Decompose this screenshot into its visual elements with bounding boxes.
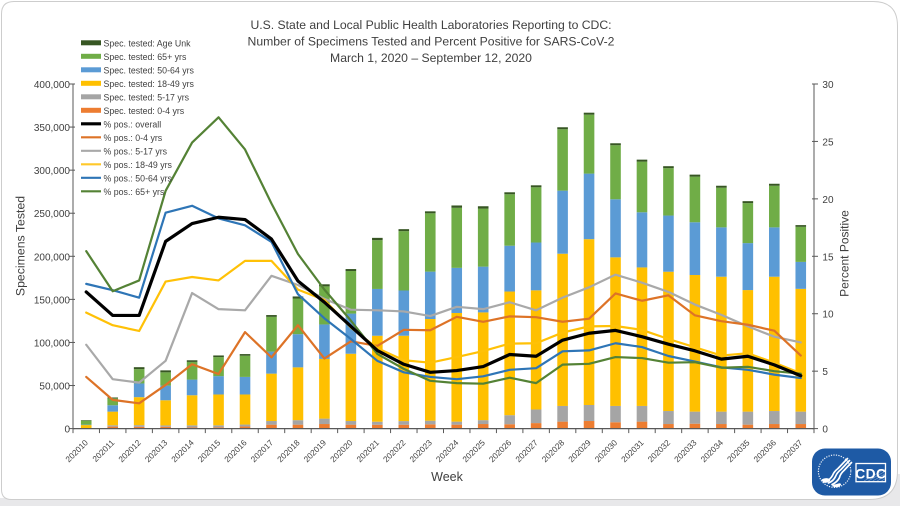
svg-text:300,000: 300,000	[34, 166, 71, 177]
svg-text:10: 10	[822, 310, 834, 321]
svg-text:Spec. tested: 0-4 yrs: Spec. tested: 0-4 yrs	[104, 106, 185, 116]
svg-text:Spec. tested: 5-17 yrs: Spec. tested: 5-17 yrs	[104, 92, 190, 102]
svg-text:150,000: 150,000	[34, 295, 71, 306]
svg-text:5: 5	[822, 367, 828, 378]
svg-text:U.S. State and Local Public He: U.S. State and Local Public Health Labor…	[250, 18, 611, 32]
svg-text:% pos.: 0-4 yrs: % pos.: 0-4 yrs	[104, 133, 163, 143]
svg-text:% pos.: 18-49 yrs: % pos.: 18-49 yrs	[104, 160, 173, 170]
svg-text:Spec. tested: 50-64 yrs: Spec. tested: 50-64 yrs	[104, 65, 195, 75]
svg-text:March 1, 2020 – September 12,: March 1, 2020 – September 12, 2020	[330, 51, 532, 65]
svg-text:CDC: CDC	[855, 466, 886, 481]
svg-text:% pos.: 5-17 yrs: % pos.: 5-17 yrs	[104, 146, 168, 156]
svg-text:350,000: 350,000	[34, 123, 71, 134]
svg-text:0: 0	[64, 425, 70, 436]
svg-text:100,000: 100,000	[34, 338, 71, 349]
svg-text:Specimens Tested: Specimens Tested	[14, 196, 28, 296]
svg-text:% pos.: 65+ yrs: % pos.: 65+ yrs	[104, 187, 165, 197]
svg-text:50,000: 50,000	[39, 382, 70, 393]
svg-text:Spec. tested: 18-49 yrs: Spec. tested: 18-49 yrs	[104, 79, 195, 89]
svg-text:Spec. tested: Age Unk: Spec. tested: Age Unk	[104, 38, 192, 48]
svg-text:0: 0	[822, 425, 828, 436]
svg-text:% pos.: overall: % pos.: overall	[104, 119, 162, 129]
svg-text:200,000: 200,000	[34, 252, 71, 263]
svg-text:25: 25	[822, 137, 834, 148]
svg-text:Week: Week	[431, 470, 463, 484]
svg-text:Number of Specimens Tested and: Number of Specimens Tested and Percent P…	[248, 35, 615, 49]
svg-text:250,000: 250,000	[34, 209, 71, 220]
svg-text:400,000: 400,000	[34, 80, 71, 91]
svg-text:15: 15	[822, 252, 834, 263]
svg-text:30: 30	[822, 80, 834, 91]
svg-text:Spec. tested: 65+ yrs: Spec. tested: 65+ yrs	[104, 52, 187, 62]
svg-text:% pos.: 50-64 yrs: % pos.: 50-64 yrs	[104, 173, 173, 183]
svg-text:Percent Positive: Percent Positive	[838, 210, 852, 297]
svg-text:20: 20	[822, 195, 834, 206]
